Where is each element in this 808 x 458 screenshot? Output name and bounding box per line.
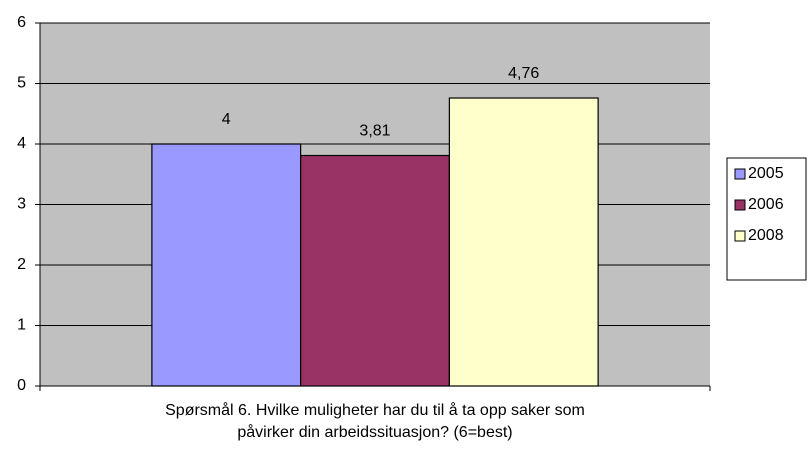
y-tick-label: 4 — [17, 135, 26, 152]
legend-label: 2006 — [748, 196, 784, 213]
legend-swatch — [734, 168, 746, 180]
y-tick-label: 1 — [17, 317, 26, 334]
y-tick-label: 3 — [17, 196, 26, 213]
y-tick-label: 5 — [17, 75, 26, 92]
y-tick-label: 6 — [17, 14, 26, 31]
legend-label: 2008 — [748, 227, 784, 244]
y-tick-label: 2 — [17, 256, 26, 273]
bar — [151, 143, 302, 387]
x-axis-title: Spørsmål 6. Hvilke muligheter har du til… — [165, 402, 585, 441]
value-label: 3,81 — [359, 123, 390, 140]
legend-swatch — [734, 199, 746, 211]
legend-label: 2005 — [748, 165, 784, 182]
bar — [448, 97, 599, 387]
value-label: 4,76 — [508, 65, 539, 82]
bar — [300, 154, 450, 387]
y-tick-label: 0 — [17, 377, 26, 394]
legend-swatch — [734, 230, 746, 242]
value-label: 4 — [222, 111, 231, 128]
